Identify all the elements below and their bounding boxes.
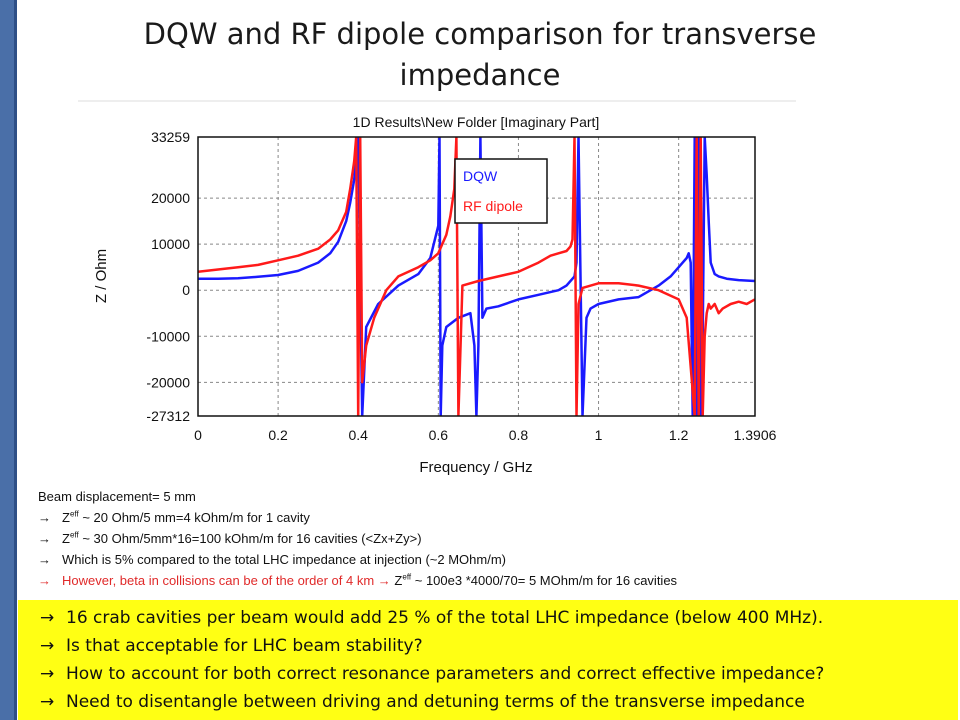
x-tick-label: 1.3906 xyxy=(734,427,777,443)
plot-frame xyxy=(197,136,756,417)
y-tick-label: -27312 xyxy=(146,408,190,424)
note-zeff-sixteen: → Zeff ~ 30 Ohm/5mm*16=100 kOhm/m for 16 … xyxy=(38,528,918,549)
summary-box: → 16 crab cavities per beam would add 25 … xyxy=(18,600,958,720)
x-axis-label: Frequency / GHz xyxy=(419,459,532,476)
arrow-icon: → xyxy=(38,531,51,546)
note-beam-displacement: Beam displacement= 5 mm xyxy=(38,489,196,504)
note-eff: eff xyxy=(402,572,412,582)
note-eff: eff xyxy=(69,509,79,519)
arrow-icon: → xyxy=(38,573,51,588)
summary-text: 16 crab cavities per beam would add 25 %… xyxy=(66,608,824,628)
slide-side-bar xyxy=(0,0,17,720)
arrow-icon: → xyxy=(38,510,51,525)
legend-rf-dipole: RF dipole xyxy=(463,198,523,214)
x-tick-label: 0.8 xyxy=(509,427,529,443)
note-z: Z xyxy=(62,510,70,525)
chart-legend: DQW RF dipole xyxy=(454,158,548,224)
y-tick-label: 20000 xyxy=(151,190,190,206)
y-tick-label: 10000 xyxy=(151,236,190,252)
tick-label-layer: 0 0.2 0.4 0.6 0.8 1 1.2 1.39063325920000100000-… xyxy=(146,129,776,443)
arrow-icon: → xyxy=(40,608,55,628)
impedance-chart: 1D Results\New Folder [Imaginary Part] 0… xyxy=(78,100,796,480)
note-z: Z xyxy=(62,531,70,546)
arrow-icon: → xyxy=(40,636,55,656)
series-layer xyxy=(198,137,755,416)
x-tick-label: 1.2 xyxy=(669,427,689,443)
note-text: However, beta in collisions can be of th… xyxy=(62,573,375,588)
arrow-icon: → xyxy=(40,664,55,684)
rf-dipole-series-line xyxy=(198,137,755,416)
chart-svg: 1D Results\New Folder [Imaginary Part] 0… xyxy=(78,100,796,480)
x-tick-label: 0.6 xyxy=(429,427,449,443)
chart-title: 1D Results\New Folder [Imaginary Part] xyxy=(353,114,600,130)
note-collisions: → However, beta in collisions can be of t… xyxy=(38,570,918,591)
note-text: ~ 100e3 *4000/70= 5 MOhm/m for 16 caviti… xyxy=(411,573,678,588)
x-tick-label: 1 xyxy=(595,427,603,443)
legend-dqw: DQW xyxy=(463,168,498,184)
summary-line: → 16 crab cavities per beam would add 25 … xyxy=(40,606,823,630)
summary-text: How to account for both correct resonanc… xyxy=(66,664,825,684)
slide-title-line2: impedance xyxy=(399,58,561,92)
arrow-icon: → xyxy=(40,692,55,712)
notes-block: Beam displacement= 5 mm → Zeff ~ 20 Ohm/5… xyxy=(38,486,918,591)
y-tick-label: 33259 xyxy=(151,129,190,145)
y-tick-label: -20000 xyxy=(146,374,190,390)
note-text: ~ 20 Ohm/5 mm=4 kOhm/m for 1 cavity xyxy=(78,510,310,525)
note-text: ~ 30 Ohm/5mm*16=100 kOhm/m for 16 caviti… xyxy=(78,531,422,546)
arrow-icon: → xyxy=(377,573,391,588)
arrow-icon: → xyxy=(38,552,51,567)
x-tick-label: 0.2 xyxy=(268,427,288,443)
summary-text: Need to disentangle between driving and … xyxy=(66,692,805,712)
summary-line: → How to account for both correct resonan… xyxy=(40,662,824,686)
y-tick-label: 0 xyxy=(182,282,190,298)
note-zeff-single: → Zeff ~ 20 Ohm/5 mm=4 kOhm/m for 1 cavit… xyxy=(38,507,918,528)
x-tick-label: 0 xyxy=(194,427,202,443)
y-axis-label: Z / Ohm xyxy=(93,249,110,303)
summary-line: → Is that acceptable for LHC beam stabili… xyxy=(40,634,423,658)
note-z: Z xyxy=(394,573,403,588)
summary-text: Is that acceptable for LHC beam stabilit… xyxy=(66,636,423,656)
legend-box xyxy=(454,158,548,224)
note-text: Which is 5% compared to the total LHC im… xyxy=(62,552,506,567)
note-percentage: → Which is 5% compared to the total LHC i… xyxy=(38,549,918,570)
note-eff: eff xyxy=(69,530,79,540)
slide-title: DQW and RF dipole comparison for transve… xyxy=(40,14,920,96)
y-tick-label: -10000 xyxy=(146,328,190,344)
slide-title-line1: DQW and RF dipole comparison for transve… xyxy=(143,17,817,51)
summary-line: → Need to disentangle between driving and… xyxy=(40,690,805,714)
x-tick-label: 0.4 xyxy=(348,427,368,443)
